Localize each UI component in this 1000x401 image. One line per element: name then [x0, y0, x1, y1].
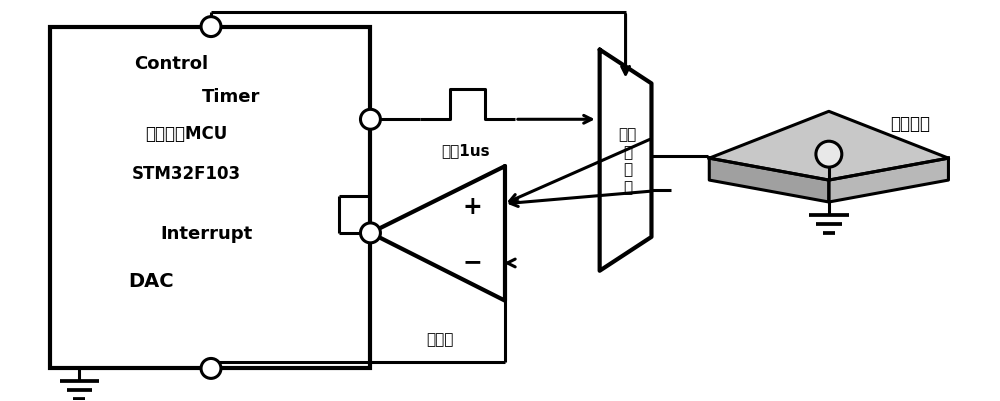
- Text: Interrupt: Interrupt: [160, 224, 252, 242]
- Text: −: −: [462, 249, 482, 273]
- Polygon shape: [829, 159, 948, 203]
- Text: +: +: [462, 194, 482, 219]
- Text: 脉宽1us: 脉宽1us: [441, 142, 489, 157]
- Text: 比较器: 比较器: [427, 331, 454, 346]
- Circle shape: [360, 110, 380, 130]
- Bar: [50, 28, 370, 369]
- Text: 多路
复
用
器: 多路 复 用 器: [618, 127, 637, 194]
- Polygon shape: [709, 112, 948, 180]
- Text: Control: Control: [134, 55, 208, 73]
- Circle shape: [201, 358, 221, 379]
- Text: 微控制器MCU: 微控制器MCU: [145, 125, 227, 143]
- Polygon shape: [709, 159, 829, 203]
- Text: Timer: Timer: [202, 88, 260, 106]
- Text: DAC: DAC: [128, 271, 174, 290]
- Circle shape: [816, 142, 842, 168]
- Text: STM32F103: STM32F103: [132, 165, 241, 182]
- Text: 压电材料: 压电材料: [891, 115, 931, 133]
- Circle shape: [360, 223, 380, 243]
- Circle shape: [201, 18, 221, 37]
